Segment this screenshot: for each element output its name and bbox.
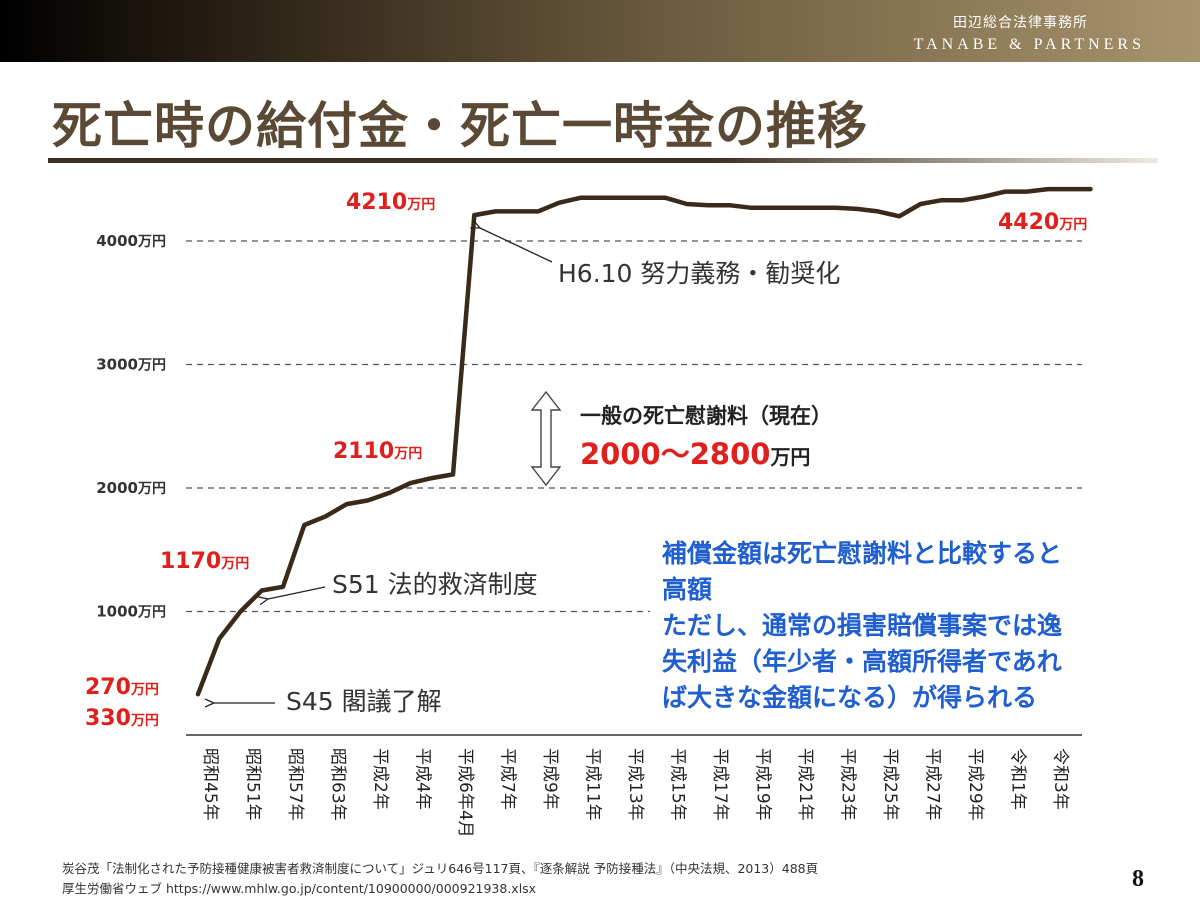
line-chart: 1000万円 2000万円 3000万円 4000万円 昭和45年 昭和51年 昭和57年… xyxy=(85,186,1093,838)
annotations: S45 閣議了解 S51 法的救済制度 H6.10 努力義務・勧奨化 xyxy=(214,228,840,716)
y-tick-label: 2000万円 xyxy=(96,479,166,497)
annotation-label: S45 閣議了解 xyxy=(286,687,442,716)
page-number: 8 xyxy=(1132,866,1144,892)
footer-source: 厚生労働省ウェブ https://www.mhlw.go.jp/content/… xyxy=(62,881,537,896)
note-line: ば大きな金額になる）が得られる xyxy=(662,683,1038,712)
x-tick-label: 昭和63年 xyxy=(328,748,348,821)
x-tick-label: 昭和45年 xyxy=(200,748,220,821)
x-tick-label: 平成6年4月 xyxy=(455,748,475,838)
y-tick-label: 3000万円 xyxy=(96,356,166,374)
double-arrow-icon xyxy=(530,390,562,487)
value-label: 4420万円 xyxy=(998,210,1087,235)
note-line: 補償金額は死亡慰謝料と比較すると xyxy=(662,539,1063,568)
value-label: 1170万円 xyxy=(160,549,249,574)
x-tick-label: 令和3年 xyxy=(1050,748,1070,810)
grid-lines xyxy=(186,240,1082,613)
slide-title: 死亡時の給付金・死亡一時金の推移 xyxy=(52,97,868,155)
note-line: ただし、通常の損害賠償事案では逸 xyxy=(662,611,1063,640)
x-tick-label: 平成15年 xyxy=(668,748,688,821)
x-tick-label: 平成13年 xyxy=(625,748,645,821)
series-line xyxy=(195,186,1093,697)
annotation-label: H6.10 努力義務・勧奨化 xyxy=(558,259,840,288)
y-tick-label: 1000万円 xyxy=(96,603,166,621)
value-label: 330万円 xyxy=(85,706,159,731)
x-tick-label: 平成9年 xyxy=(540,748,560,810)
annotation-label: S51 法的救済制度 xyxy=(332,570,538,599)
x-tick-label: 平成27年 xyxy=(923,748,943,821)
x-tick-label: 平成21年 xyxy=(795,748,815,821)
value-label: 2110万円 xyxy=(333,439,422,464)
x-tick-label: 昭和51年 xyxy=(243,748,263,821)
value-labels: 270万円 330万円 1170万円 2110万円 4210万円 4420万円 xyxy=(85,190,1087,731)
x-tick-label: 平成23年 xyxy=(838,748,858,821)
x-tick-label: 平成29年 xyxy=(965,748,985,821)
x-tick-label: 平成7年 xyxy=(498,748,518,810)
note-line: 高額 xyxy=(662,575,713,604)
value-label: 270万円 xyxy=(85,675,159,700)
y-tick-labels: 1000万円 2000万円 3000万円 4000万円 xyxy=(96,232,166,621)
y-tick-label: 4000万円 xyxy=(96,232,166,250)
x-tick-label: 平成2年 xyxy=(370,748,390,810)
annotation-arrow xyxy=(480,228,553,263)
x-tick-label: 平成19年 xyxy=(753,748,773,821)
series-group xyxy=(195,186,1093,697)
title-underline xyxy=(48,158,1158,163)
range-value: 2000～2800万円 xyxy=(580,437,810,471)
x-tick-label: 平成11年 xyxy=(583,748,603,821)
header-bar: 田辺総合法律事務所 TANABE & PARTNERS xyxy=(0,0,1200,62)
firm-name-english: TANABE & PARTNERS xyxy=(913,36,1145,53)
note-text: 補償金額は死亡慰謝料と比較すると 高額 ただし、通常の損害賠償事案では逸 失利益… xyxy=(662,536,1162,716)
note-line: 失利益（年少者・高額所得者であれ xyxy=(662,647,1062,676)
range-label: 一般の死亡慰謝料（現在） xyxy=(580,404,832,428)
x-axis: 昭和45年 昭和51年 昭和57年 昭和63年 平成2年 平成4年 平成6年4月 平成7年 平成… xyxy=(186,734,1082,838)
firm-name-japanese: 田辺総合法律事務所 xyxy=(953,15,1088,31)
x-tick-label: 昭和57年 xyxy=(285,748,305,821)
x-tick-label: 平成17年 xyxy=(710,748,730,821)
x-tick-label: 平成4年 xyxy=(413,748,433,810)
x-tick-label: 平成25年 xyxy=(880,748,900,821)
annotation-arrow xyxy=(268,586,326,599)
range-annotation: 一般の死亡慰謝料（現在） 2000～2800万円 xyxy=(530,390,832,487)
footer-citation: 炭谷茂「法制化された予防接種健康被害者救済制度について」ジュリ646号117頁、… xyxy=(62,861,819,876)
x-tick-label: 令和1年 xyxy=(1008,748,1028,810)
value-label: 4210万円 xyxy=(346,190,435,215)
